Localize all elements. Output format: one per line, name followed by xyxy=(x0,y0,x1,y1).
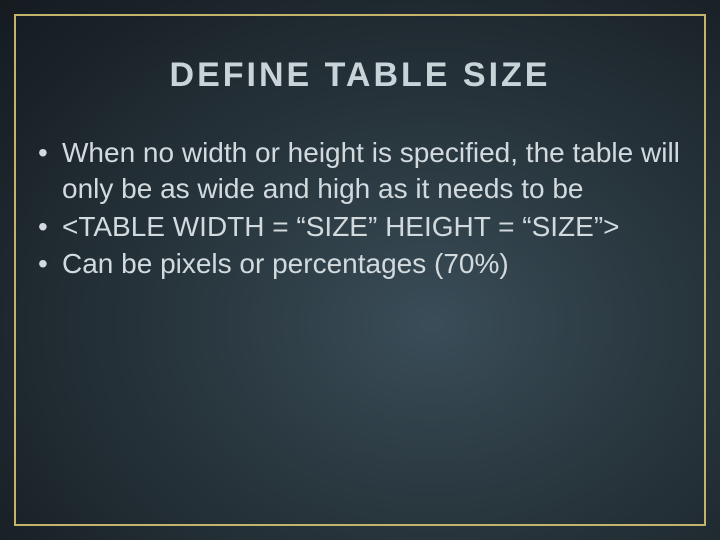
bullet-list: When no width or height is specified, th… xyxy=(34,135,686,282)
slide-content: DEFINE TABLE SIZE When no width or heigh… xyxy=(0,0,720,540)
slide: DEFINE TABLE SIZE When no width or heigh… xyxy=(0,0,720,540)
list-item: <TABLE WIDTH = “SIZE” HEIGHT = “SIZE”> xyxy=(34,209,686,245)
list-item: Can be pixels or percentages (70%) xyxy=(34,246,686,282)
list-item: When no width or height is specified, th… xyxy=(34,135,686,207)
slide-title: DEFINE TABLE SIZE xyxy=(34,56,686,95)
